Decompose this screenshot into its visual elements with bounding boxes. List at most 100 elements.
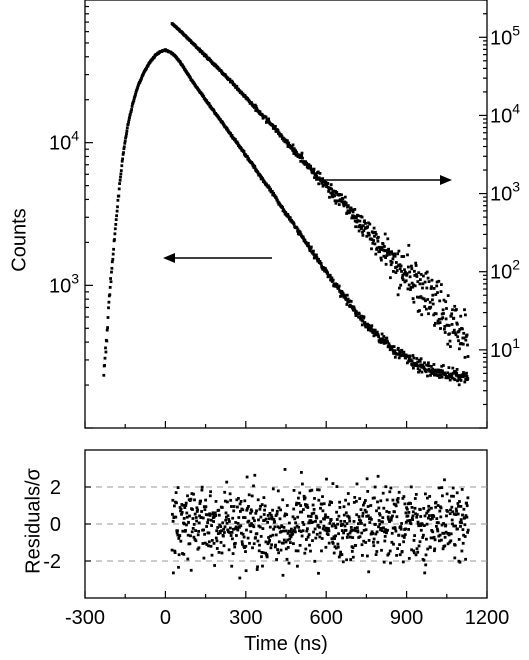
residual-point (265, 555, 269, 559)
residual-point (316, 488, 319, 492)
residual-point (324, 513, 327, 517)
residual-point (194, 516, 198, 519)
data-point (295, 152, 299, 156)
residual-point (344, 511, 348, 515)
residual-point (263, 504, 267, 508)
data-point (408, 275, 412, 279)
data-point (412, 283, 415, 287)
residual-point (256, 565, 259, 569)
data-point (104, 346, 107, 350)
residual-point (328, 500, 332, 504)
data-point (442, 298, 446, 302)
residual-point (395, 515, 399, 519)
residual-point (291, 515, 295, 519)
residual-point (231, 537, 234, 541)
residual-point (295, 503, 298, 507)
data-point (392, 345, 396, 348)
data-point (418, 360, 422, 363)
residual-point (269, 546, 273, 550)
residual-point (403, 502, 407, 506)
residual-point (462, 533, 465, 537)
residual-point (188, 514, 191, 518)
residual-point (207, 531, 211, 535)
residual-point (260, 555, 263, 559)
residual-point (316, 524, 320, 527)
residual-point (294, 521, 298, 525)
residual-point (331, 542, 335, 545)
residual-point (340, 553, 344, 556)
data-point (338, 193, 342, 196)
residual-point (265, 553, 269, 556)
residual-point (385, 510, 389, 513)
residual-point (453, 543, 457, 547)
data-point (407, 265, 410, 269)
residual-point (339, 519, 343, 523)
residual-point (175, 501, 178, 505)
x-tick-label: 1200 (465, 607, 510, 629)
residual-point (452, 494, 455, 498)
residual-point (251, 546, 254, 550)
data-point (388, 253, 391, 256)
residual-point (208, 512, 211, 516)
residual-point (444, 530, 448, 534)
decay-x-ticks (84, 421, 488, 428)
data-point (399, 264, 403, 268)
residual-point (346, 492, 350, 495)
residual-point (249, 508, 253, 512)
data-point (352, 215, 356, 218)
data-point (140, 77, 143, 80)
residual-point (372, 540, 375, 544)
residual-point (306, 535, 310, 539)
residual-point (183, 506, 187, 509)
data-point (440, 364, 444, 368)
residual-point (223, 525, 227, 529)
data-point (465, 333, 469, 337)
residual-point (332, 522, 335, 526)
residual-point (291, 532, 295, 536)
residual-point (350, 550, 354, 553)
data-point (291, 143, 295, 147)
residual-point (191, 527, 195, 530)
residual-point (444, 523, 448, 527)
residual-point (381, 520, 384, 524)
data-point (451, 376, 454, 380)
residual-point (337, 555, 341, 559)
residual-point (348, 519, 352, 523)
residual-point (360, 531, 364, 535)
data-point (340, 193, 343, 197)
data-point (415, 357, 419, 360)
residual-point (454, 513, 458, 516)
data-point (374, 252, 378, 256)
data-point (412, 366, 415, 370)
residual-point (224, 499, 227, 503)
data-point (457, 383, 461, 387)
residual-point (435, 524, 438, 528)
data-point (125, 126, 129, 130)
residual-point (428, 514, 431, 517)
residual-point (463, 535, 467, 538)
residual-point (222, 544, 226, 548)
residual-point (433, 538, 437, 542)
residual-point (234, 541, 237, 545)
data-point (127, 120, 130, 124)
residual-point (242, 516, 245, 519)
data-point (410, 281, 414, 285)
residual-point (209, 544, 213, 548)
residual-point (449, 539, 453, 543)
residual-point (181, 529, 185, 533)
data-point (443, 331, 447, 334)
data-point (301, 156, 304, 160)
residual-point (296, 564, 299, 568)
data-point (460, 373, 464, 377)
data-point (457, 329, 461, 333)
residual-point (365, 510, 368, 514)
residual-point (295, 501, 299, 505)
data-point (116, 198, 120, 202)
data-point (453, 304, 457, 308)
data-point (409, 286, 413, 289)
data-point (437, 279, 441, 283)
residual-point (405, 507, 409, 511)
data-point (414, 264, 418, 267)
residual-point (342, 513, 346, 517)
data-point (432, 287, 436, 290)
